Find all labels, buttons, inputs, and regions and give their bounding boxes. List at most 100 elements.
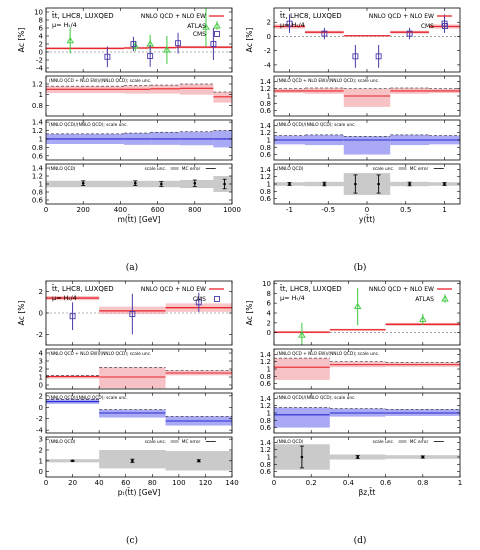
ratio-ew-plot: (NNLO QCD + NLO EW)/(NNLO QCD); scale un…	[260, 75, 461, 117]
ratio-ew-plot: (NNLO QCD + NLO EW)/(NNLO QCD); scale un…	[260, 348, 461, 390]
plot-area	[46, 292, 232, 335]
cms-point	[130, 41, 137, 47]
x-tick-label: 0.8	[417, 479, 428, 487]
legend-nnlo-label: NNLO QCD + NLO EW	[141, 13, 206, 20]
legend-cms-label: CMS	[193, 296, 206, 303]
y-tick-label: 1.4	[260, 439, 272, 447]
mc-point	[197, 459, 201, 463]
y-tick-label: 10	[34, 9, 43, 17]
scale-unc-swatch	[170, 440, 179, 443]
x-tick-label: 40	[95, 479, 104, 487]
scale-unc-label: scale unc.	[145, 166, 167, 172]
cms-point	[286, 20, 293, 27]
scale-choice: μ= Hₜ/4	[280, 21, 305, 29]
uncertainty-block	[179, 84, 214, 95]
y-tick-label: 0.6	[32, 152, 44, 160]
ratio-mc-plot: (NNLO QCD) scale unc. MC error 0 1 2 3	[39, 436, 233, 478]
ratio-label: (NNLO QCD + NLO EW)/(NNLO QCD); scale un…	[49, 78, 151, 84]
cms-point	[69, 313, 76, 320]
y-tick-label: 0.8	[260, 461, 271, 469]
ratio-label: (NNLO QCD)/(NNLO QCD); scale unc.	[277, 395, 356, 401]
y-tick-label: 1	[267, 366, 271, 374]
uncertainty-block	[179, 180, 214, 188]
legend-cms-label: CMS	[193, 31, 206, 38]
x-tick-label: 600	[151, 206, 164, 214]
uncertainty-block	[124, 180, 151, 188]
cms-point	[175, 40, 182, 47]
y-tick-label: 0.6	[260, 424, 272, 432]
y-tick-label: 1.4	[260, 78, 272, 86]
x-tick-label: 20	[68, 479, 77, 487]
plot-area	[274, 87, 460, 107]
plot-area	[46, 83, 232, 103]
x-axis-label: y(t̄t)	[359, 215, 375, 224]
cms-point	[210, 41, 217, 47]
mc-point	[223, 182, 226, 186]
mc-point	[288, 182, 291, 186]
scale-unc-label: scale unc.	[373, 439, 395, 445]
y-tick-label: 1.2	[260, 85, 271, 93]
y-tick-label: -2	[36, 331, 43, 339]
x-axis-label: m(t̄t) [GeV]	[118, 215, 161, 224]
x-tick-label: 120	[199, 479, 212, 487]
y-tick-label: 2	[267, 19, 271, 27]
plot-area	[46, 8, 232, 68]
x-tick-label: 0.6	[380, 479, 392, 487]
mc-error-label: MC error	[410, 166, 429, 172]
uncertainty-block	[99, 367, 166, 389]
plot-area	[46, 176, 232, 192]
mc-point	[160, 182, 163, 186]
y-tick-label: 0	[39, 310, 43, 318]
legend-atlas-label: ATLAS	[415, 296, 434, 303]
plot-title: t̄t, LHC8, LUXQED	[280, 11, 342, 20]
y-tick-label: 1.2	[260, 446, 271, 454]
y-tick-label: -2	[36, 57, 43, 65]
ratio-label: (NNLO QCD)	[49, 166, 76, 172]
atlas-point	[66, 36, 74, 44]
ratio-mc-plot: (NNLO QCD) scale unc. MC error 0.60.811.21.…	[260, 163, 461, 205]
plot-area	[46, 399, 232, 426]
y-tick-label: 3	[39, 436, 43, 444]
plot-area	[46, 449, 232, 471]
atlas-point	[353, 302, 362, 310]
chart-panel-2: -4 -2 0 2 (NNLO QCD + NLO EW)/(NNLO QCD); sc…	[245, 7, 461, 224]
plot-frame	[45, 119, 233, 161]
ratio-mc-plot: (NNLO QCD) scale unc. MC error 0.60.811.21.…	[260, 436, 461, 478]
x-tick-label: 800	[188, 206, 201, 214]
y-tick-label: 10	[262, 280, 271, 288]
cms-point	[195, 299, 202, 306]
x-tick-label: -0.5	[321, 206, 335, 214]
legend-cms-swatch	[214, 31, 220, 37]
cms-point	[406, 30, 413, 37]
ratio-label: (NNLO QCD)	[49, 439, 76, 445]
plot-title: t̄t, LHC8, LUXQED	[52, 284, 114, 293]
caption-d: (d)	[353, 536, 367, 546]
mc-error-label: MC error	[182, 166, 201, 172]
legend-atlas-label: ATLAS	[187, 23, 206, 30]
uncertainty-block	[274, 407, 330, 428]
x-tick-label: 1000	[223, 206, 241, 214]
mc-point	[443, 182, 446, 186]
y-tick-label: 1	[267, 137, 271, 145]
y-tick-label: 0	[39, 468, 43, 476]
scale-unc-swatch	[398, 167, 407, 170]
mc-point	[356, 455, 360, 459]
x-axis-label: βz,t̄t	[359, 488, 376, 497]
cms-point	[147, 53, 154, 59]
atlas-point	[419, 315, 427, 322]
plot-area	[274, 357, 460, 380]
legend-cms-swatch	[214, 296, 220, 302]
plot-frame	[45, 7, 233, 73]
y-tick-label: 0.8	[260, 188, 271, 196]
scale-unc-label: scale unc.	[373, 166, 395, 172]
cms-point	[321, 30, 328, 37]
ratio-ew-plot: (NNLO QCD + NLO EW)/(NNLO QCD); scale un…	[39, 348, 233, 390]
uncertainty-block	[99, 409, 166, 418]
x-tick-label: 140	[225, 479, 238, 487]
y-tick-label: -2	[36, 415, 43, 423]
y-tick-label: 2	[39, 41, 43, 49]
plot-area	[46, 367, 232, 389]
x-tick-label: 1	[442, 206, 446, 214]
